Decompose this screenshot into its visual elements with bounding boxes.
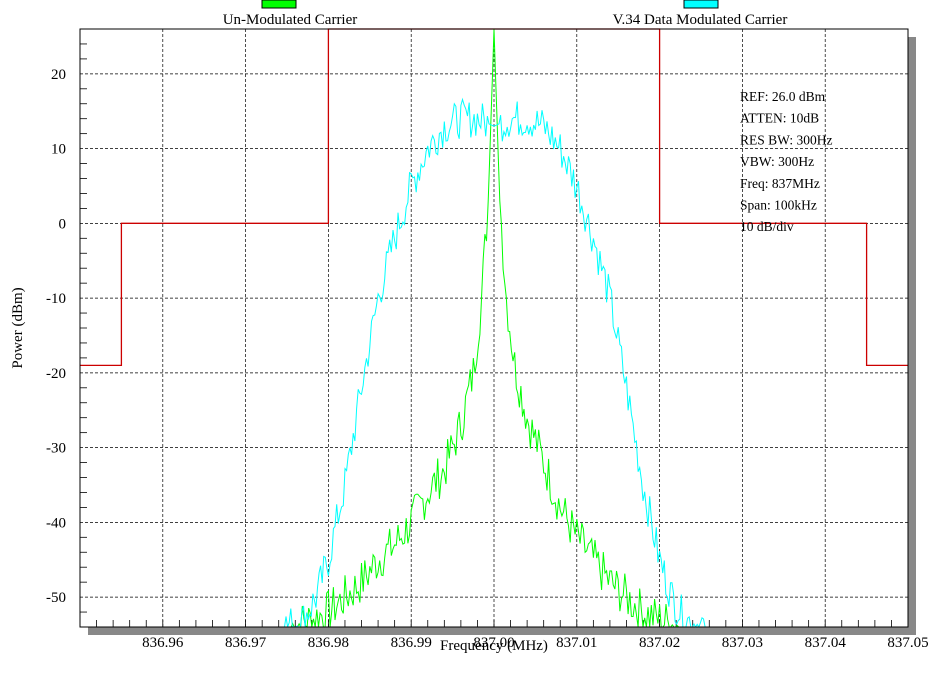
x-tick-label: 837.00 bbox=[473, 635, 514, 651]
y-tick-label: 10 bbox=[51, 142, 66, 158]
setting-text: RES BW: 300Hz bbox=[740, 132, 833, 147]
y-tick-label: -50 bbox=[46, 590, 66, 606]
setting-text: Span: 100kHz bbox=[740, 198, 817, 213]
x-tick-label: 836.97 bbox=[225, 635, 267, 651]
y-tick-label: 20 bbox=[51, 67, 66, 83]
instrument-settings: REF: 26.0 dBm ATTEN: 10dB RES BW: 300Hz VBW… bbox=[740, 89, 833, 234]
x-tick-labels: 836.96 836.97 836.98 836.99 837.00 837.01 837.… bbox=[142, 635, 928, 651]
y-tick-label: -10 bbox=[46, 291, 66, 307]
y-axis-title: Power (dBm) bbox=[10, 287, 26, 368]
x-tick-label: 836.98 bbox=[308, 635, 349, 651]
legend-label-modulated: V.34 Data Modulated Carrier bbox=[613, 12, 788, 28]
x-axis-title: Frequency (MHz) bbox=[440, 638, 548, 654]
y-tick-label: -40 bbox=[46, 515, 66, 531]
legend-label-unmodulated: Un-Modulated Carrier bbox=[223, 12, 358, 28]
x-tick-label: 837.01 bbox=[556, 635, 597, 651]
setting-text: VBW: 300Hz bbox=[740, 154, 814, 169]
x-tick-label: 836.96 bbox=[142, 635, 184, 651]
y-tick-label: 0 bbox=[59, 216, 67, 232]
legend-swatch-unmodulated bbox=[261, 0, 297, 9]
legend: Un-Modulated Carrier V.34 Data Modulated… bbox=[223, 0, 788, 28]
setting-text: ATTEN: 10dB bbox=[740, 111, 819, 126]
x-tick-label: 837.04 bbox=[805, 635, 847, 651]
setting-text: 10 dB/div bbox=[740, 219, 794, 234]
y-tick-labels: 20 10 0 -10 -20 -30 -40 -50 bbox=[46, 67, 66, 606]
plot-frame bbox=[79, 28, 909, 628]
series-line-1 bbox=[282, 97, 706, 629]
x-tick-label: 837.05 bbox=[887, 635, 928, 651]
legend-swatch-modulated bbox=[683, 0, 719, 9]
plot-area bbox=[79, 28, 909, 628]
x-tick-label: 837.03 bbox=[722, 635, 763, 651]
y-tick-label: -30 bbox=[46, 441, 66, 457]
setting-text: REF: 26.0 dBm bbox=[740, 89, 826, 104]
x-tick-label: 836.99 bbox=[391, 635, 432, 651]
setting-text: Freq: 837MHz bbox=[740, 176, 820, 191]
x-tick-label: 837.02 bbox=[639, 635, 680, 651]
y-tick-label: -20 bbox=[46, 366, 66, 382]
series-line-0 bbox=[290, 28, 681, 629]
